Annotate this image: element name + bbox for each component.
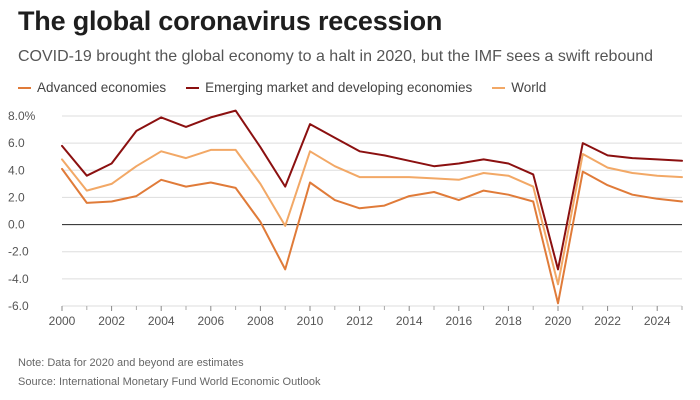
x-tick-label: 2014 bbox=[396, 314, 423, 328]
x-tick-label: 2006 bbox=[197, 314, 224, 328]
legend-item-advanced: Advanced economies bbox=[18, 80, 166, 95]
series-line-advanced bbox=[61, 167, 683, 305]
legend-label-advanced: Advanced economies bbox=[37, 80, 167, 95]
x-tick-label: 2010 bbox=[297, 314, 324, 328]
y-tick-label: 8.0% bbox=[8, 109, 36, 123]
x-tick-label: 2002 bbox=[98, 314, 125, 328]
legend: Advanced economies Emerging market and d… bbox=[18, 80, 566, 95]
series-line-world bbox=[61, 148, 683, 286]
series-line-emerging bbox=[61, 109, 683, 271]
chart-note: Note: Data for 2020 and beyond are estim… bbox=[18, 357, 244, 369]
legend-swatch-emerging bbox=[186, 86, 200, 89]
x-tick-label: 2024 bbox=[644, 314, 671, 328]
legend-swatch-world bbox=[492, 86, 506, 89]
x-tick-label: 2008 bbox=[247, 314, 274, 328]
chart-source: Source: International Monetary Fund Worl… bbox=[18, 376, 321, 388]
y-tick-label: 2.0 bbox=[8, 190, 25, 204]
x-tick-label: 2012 bbox=[346, 314, 373, 328]
x-tick-label: 2016 bbox=[445, 314, 472, 328]
y-tick-label: 0.0 bbox=[8, 218, 25, 232]
y-tick-label: -6.0 bbox=[8, 299, 29, 313]
x-tick-label: 2020 bbox=[545, 314, 572, 328]
line-chart: 8.0% 6.0 4.0 2.0 0.0 -2.0 -4.0 -6.0 2000 2002 2004… bbox=[8, 109, 683, 328]
y-tick-label: -2.0 bbox=[8, 245, 29, 259]
legend-item-emerging: Emerging market and developing economies bbox=[186, 80, 472, 95]
legend-label-world: World bbox=[511, 80, 547, 95]
y-tick-label: 4.0 bbox=[8, 163, 25, 177]
y-tick-label: -4.0 bbox=[8, 272, 29, 286]
x-tick-label: 2018 bbox=[495, 314, 522, 328]
x-tick-label: 2022 bbox=[594, 314, 621, 328]
y-tick-label: 6.0 bbox=[8, 136, 25, 150]
legend-label-emerging: Emerging market and developing economies bbox=[205, 80, 473, 95]
legend-item-world: World bbox=[492, 80, 546, 95]
chart-title: The global coronavirus recession bbox=[18, 6, 443, 36]
x-tick-label: 2004 bbox=[148, 314, 175, 328]
chart-subtitle: COVID-19 brought the global economy to a… bbox=[18, 48, 654, 65]
x-tick-label: 2000 bbox=[49, 314, 76, 328]
legend-swatch-advanced bbox=[18, 86, 31, 89]
